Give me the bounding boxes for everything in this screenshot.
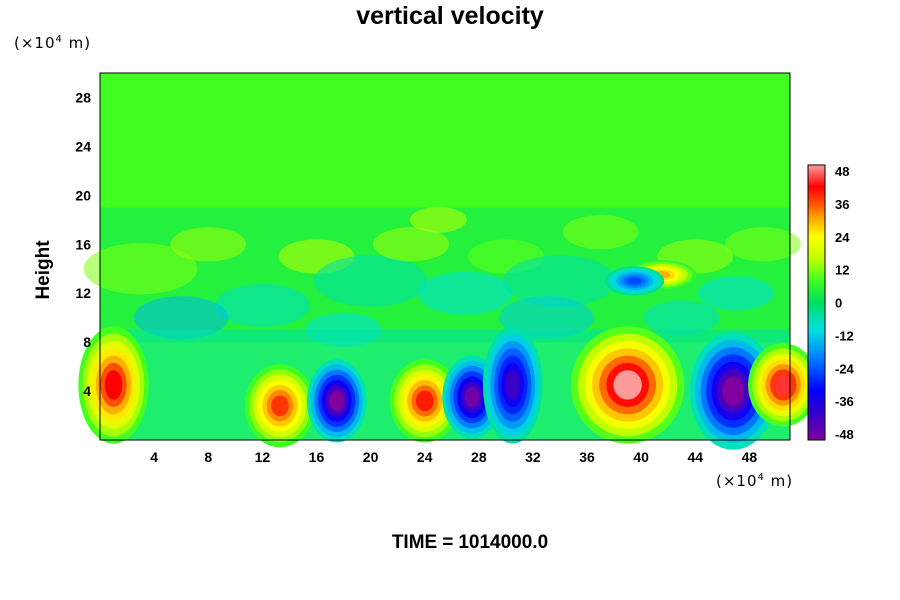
turbulence-cell [170, 227, 247, 262]
turbulence-cell [409, 206, 467, 233]
colorbar-tick-label: 48 [835, 164, 849, 179]
contour-level [271, 395, 289, 417]
x-tick-label: 48 [742, 449, 758, 465]
turbulence-cell [503, 255, 617, 307]
colorbar-tick-label: -36 [835, 394, 854, 409]
colorbar-tick-label: -48 [835, 427, 854, 442]
time-value: 1014000.0 [458, 532, 549, 553]
x-tick-label: 36 [579, 449, 595, 465]
y-tick-label: 28 [75, 89, 91, 105]
x-tick-label: 8 [204, 449, 212, 465]
turbulence-cell [698, 276, 774, 311]
contour-level [613, 370, 642, 400]
plot-area [78, 72, 819, 450]
colorbar-tick-label: -24 [835, 361, 855, 376]
x-tick-label: 20 [363, 449, 379, 465]
colorbar-tick-label: 0 [835, 296, 842, 311]
y-tick-label: 4 [83, 383, 91, 399]
plot-frame [99, 72, 791, 441]
contour-level [415, 390, 434, 412]
turbulence-cell [373, 227, 450, 262]
turbulence-cell [133, 296, 229, 340]
contour-level [104, 370, 123, 400]
x-tick-label: 32 [525, 449, 541, 465]
y-axis-unit: (×104 m) [14, 34, 92, 52]
x-tick-label: 28 [471, 449, 487, 465]
contour-level [626, 277, 642, 285]
x-tick-label: 24 [417, 449, 433, 465]
turbulence-cell [313, 255, 428, 307]
turbulence-cell [83, 243, 198, 295]
contour-level [329, 390, 345, 412]
time-label-name: TIME [391, 532, 438, 553]
colorbar-tick-label: 12 [835, 263, 849, 278]
contour-level [464, 386, 480, 408]
x-tick-label: 44 [688, 449, 704, 465]
y-axis-ticks: 4 8 12 16 20 24 28 [75, 89, 91, 399]
colorbar-gradient [807, 164, 826, 441]
colorbar: 48 36 24 12 0 -12 -24 -36 -48 [807, 164, 855, 442]
x-tick-label: 40 [633, 449, 649, 465]
colorbar-tick-label: 24 [835, 230, 850, 245]
time-label: TIME = 1014000.0 [0, 532, 900, 554]
colorbar-tick-label: -12 [835, 328, 854, 343]
turbulence-cell [643, 300, 720, 335]
turbulence-cell [725, 227, 801, 262]
contour-level [774, 374, 793, 396]
chart-title: vertical velocity [356, 2, 544, 30]
y-tick-label: 8 [83, 334, 91, 350]
turbulence-cell [215, 284, 310, 327]
y-tick-label: 12 [75, 285, 91, 301]
contour-level [505, 370, 521, 400]
turbulence-cell [417, 271, 513, 315]
turbulence-cell [499, 296, 594, 340]
x-tick-label: 12 [255, 449, 271, 465]
y-tick-label: 20 [75, 187, 91, 203]
x-tick-label: 4 [150, 449, 158, 465]
contour-level [722, 376, 744, 406]
x-tick-label: 16 [309, 449, 325, 465]
x-axis-unit: (×104 m) [716, 472, 794, 490]
colorbar-tick-label: 36 [835, 197, 849, 212]
x-axis-ticks: 4 8 12 16 20 24 28 32 36 40 44 48 [150, 449, 757, 465]
y-tick-label: 24 [75, 138, 91, 154]
turbulence-cell [562, 214, 639, 250]
y-tick-label: 16 [75, 236, 91, 252]
time-equals: = [442, 532, 454, 553]
